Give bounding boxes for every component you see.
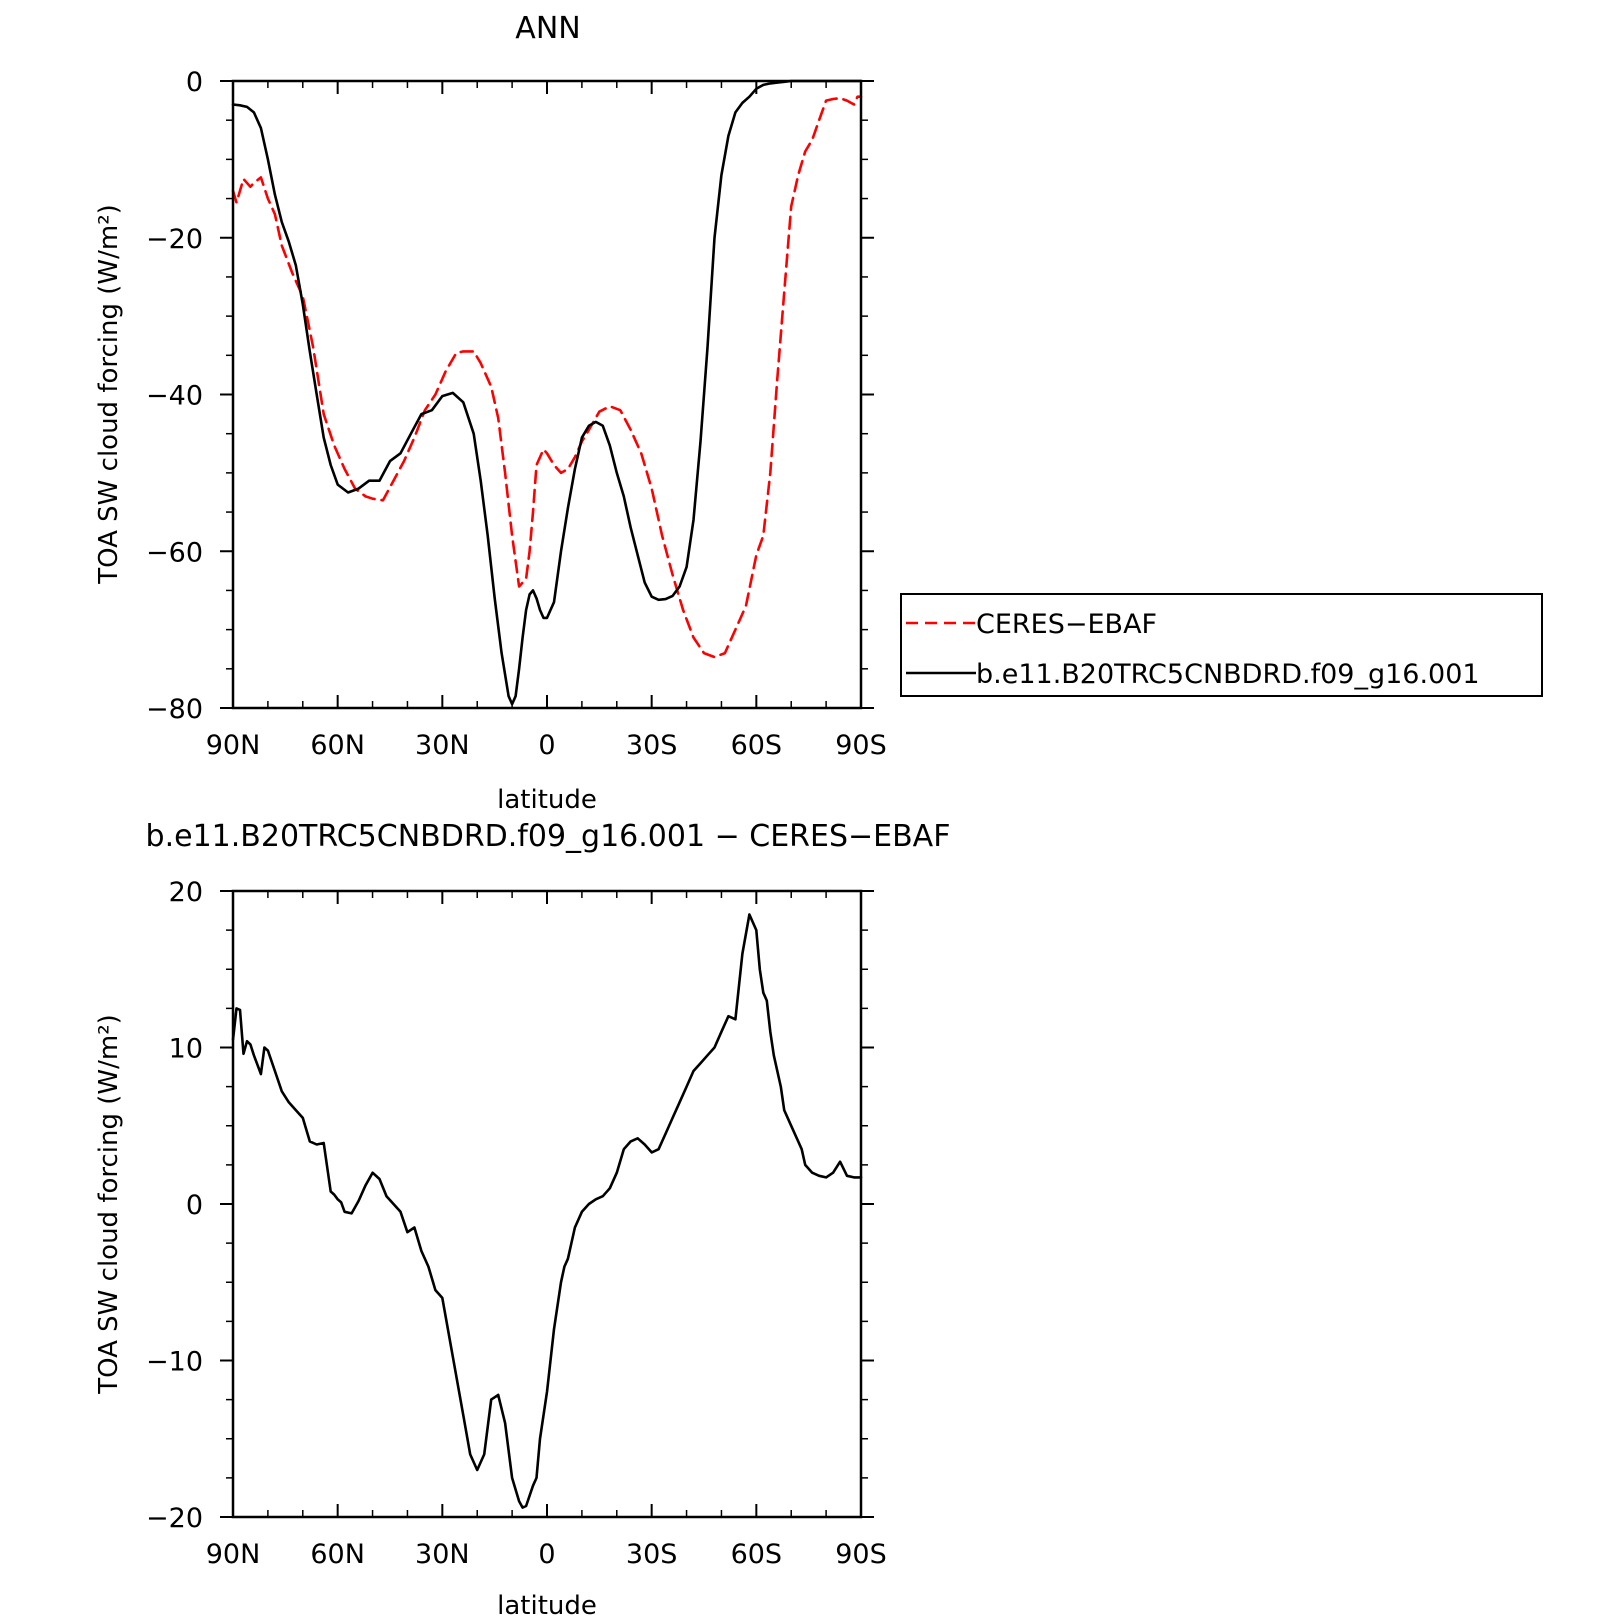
top-y-tick-label: −80 — [146, 694, 203, 725]
top-x-tick-label: 90N — [206, 730, 261, 761]
bottom-y-tick-label: 20 — [169, 877, 203, 908]
bottom-panel-plot-frame — [231, 889, 863, 1519]
top-series-line-ceres-ebaf — [231, 95, 863, 659]
top-y-tick-label: 0 — [186, 67, 203, 98]
top-panel-ticks: 90N 60N 30N 0 30S 60S 90S 0 −20 −40 −60 −80 — [146, 67, 887, 761]
legend: CERES−EBAF b.e11.B20TRC5CNBDRD.f09_g16.0… — [900, 593, 1543, 697]
bottom-panel: b.e11.B20TRC5CNBDRD.f09_g16.001 − CERES−… — [94, 819, 950, 1619]
bottom-y-tick-label: −20 — [146, 1503, 203, 1534]
bottom-x-tick-label: 90S — [835, 1539, 887, 1570]
top-x-tick-label: 30S — [626, 730, 678, 761]
legend-label-ceres-ebaf: CERES−EBAF — [976, 609, 1157, 640]
bottom-panel-marks — [231, 913, 863, 1509]
top-panel-plot-frame — [231, 79, 863, 710]
bottom-y-tick-label: 10 — [169, 1034, 203, 1065]
legend-box — [900, 593, 1543, 697]
top-panel-x-axis-label: latitude — [497, 785, 597, 815]
top-panel: ANN 90N 60N 30N 0 30S 60S 90S 0 −20 −40 −60 −80 lat… — [94, 11, 887, 815]
bottom-panel-title: b.e11.B20TRC5CNBDRD.f09_g16.001 − CERES−… — [146, 819, 951, 854]
top-panel-y-axis-label: TOA SW cloud forcing (W/m²) — [94, 204, 124, 585]
top-y-tick-label: −60 — [146, 537, 203, 568]
top-panel-title: ANN — [515, 11, 580, 46]
bottom-x-tick-label: 30S — [626, 1539, 678, 1570]
bottom-x-tick-label: 90N — [206, 1539, 261, 1570]
bottom-panel-x-axis-label: latitude — [497, 1591, 597, 1619]
bottom-series-line-difference — [231, 913, 863, 1509]
bottom-x-tick-label: 60N — [310, 1539, 365, 1570]
legend-label-model: b.e11.B20TRC5CNBDRD.f09_g16.001 — [976, 659, 1480, 690]
bottom-y-tick-label: 0 — [186, 1190, 203, 1221]
top-y-tick-label: −40 — [146, 381, 203, 412]
bottom-x-tick-label: 60S — [731, 1539, 783, 1570]
top-x-tick-label: 90S — [835, 730, 887, 761]
top-x-tick-label: 60S — [731, 730, 783, 761]
top-series-line-b-e11-b20trc5cnbdrd-f09-g16-001 — [231, 79, 863, 706]
bottom-panel-y-axis-label: TOA SW cloud forcing (W/m²) — [94, 1014, 124, 1395]
bottom-x-tick-label: 30N — [415, 1539, 470, 1570]
top-panel-marks — [231, 79, 863, 706]
top-x-tick-label: 0 — [538, 730, 555, 761]
top-x-tick-label: 30N — [415, 730, 470, 761]
bottom-x-tick-label: 0 — [538, 1539, 555, 1570]
bottom-y-tick-label: −10 — [146, 1347, 203, 1378]
bottom-panel-ticks: 90N 60N 30N 0 30S 60S 90S 20 10 0 −10 −20 — [146, 877, 887, 1570]
top-x-tick-label: 60N — [310, 730, 365, 761]
top-y-tick-label: −20 — [146, 224, 203, 255]
